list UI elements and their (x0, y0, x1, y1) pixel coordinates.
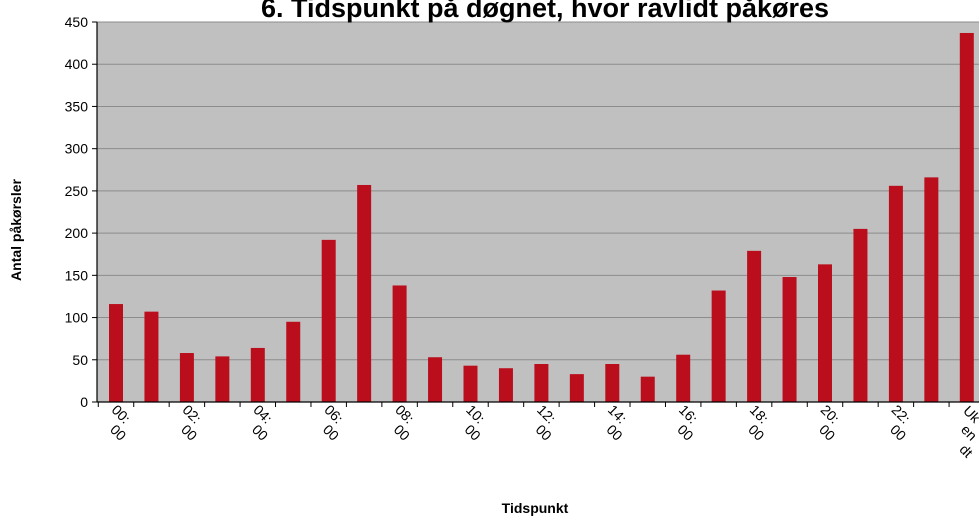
y-tick-label: 400 (65, 56, 89, 72)
y-tick-label: 150 (65, 267, 89, 283)
x-tick-label-02:00: 02:00 (178, 402, 205, 444)
x-tick-label-12:00: 12:00 (533, 402, 560, 444)
bar-15:00 (640, 376, 655, 402)
y-tick-label: 250 (65, 183, 89, 199)
x-tick-label-10:00: 10:00 (462, 402, 489, 444)
bar-17:00 (711, 290, 726, 402)
bar-11:00 (498, 368, 513, 402)
y-tick-label: 50 (72, 352, 88, 368)
x-tick-label-line: 00 (249, 421, 271, 443)
y-tick-label: 0 (80, 394, 88, 410)
x-tick-label-line: 00 (391, 421, 413, 443)
bar-20:00 (818, 264, 832, 402)
bar-14:00 (605, 364, 620, 402)
y-axis-title: Antal påkørsler (8, 178, 24, 280)
bar-08:00 (392, 285, 407, 402)
bar-13:00 (569, 374, 584, 402)
x-tick-label-line: dt (957, 441, 977, 461)
x-tick-label-line: en (958, 421, 979, 443)
bar-02:00 (179, 353, 194, 402)
y-tick-label: 350 (65, 98, 89, 114)
x-tick-label-line: 00 (603, 421, 625, 443)
bar-18:00 (747, 250, 762, 402)
x-tick-label-line: 00 (178, 421, 200, 443)
x-tick-label-04:00: 04:00 (249, 402, 276, 444)
x-tick-label-line: 00 (533, 421, 555, 443)
x-tick-label-06:00: 06:00 (320, 402, 347, 444)
x-tick-label-line: 00 (320, 421, 342, 443)
bar-23:00 (924, 177, 939, 402)
bar-04:00 (250, 347, 265, 402)
bar-05:00 (286, 321, 301, 402)
bar-01:00 (144, 311, 159, 402)
bar-07:00 (357, 184, 372, 402)
x-tick-label-line: 00 (745, 421, 767, 443)
x-axis-title: Tidspunkt (502, 500, 569, 516)
bar-21:00 (853, 228, 868, 402)
x-tick-label-14:00: 14:00 (603, 402, 630, 444)
x-tick-label-00:00: 00:00 (107, 402, 134, 444)
y-tick-label: 450 (65, 14, 89, 30)
bar-06:00 (321, 239, 336, 402)
bar-19:00 (782, 277, 797, 402)
y-tick-label: 200 (65, 225, 89, 241)
bar-16:00 (676, 354, 691, 402)
x-tick-label-line: 00 (816, 421, 838, 443)
x-tick-label-line: 00 (674, 421, 696, 443)
x-tick-label-line: 00 (887, 421, 909, 443)
y-tick-label: 100 (65, 310, 89, 326)
x-tick-label-22:00: 22:00 (887, 402, 914, 444)
plot-area (97, 22, 979, 402)
y-tick-label: 300 (65, 141, 89, 157)
chart-title: 6. Tidspunkt på døgnet, hvor ravlidt påk… (261, 0, 829, 23)
x-tick-label-line: 00 (107, 421, 129, 443)
bar-10:00 (463, 365, 478, 402)
x-tick-label-18:00: 18:00 (745, 402, 772, 444)
bar-00:00 (109, 304, 123, 402)
x-tick-label-20:00: 20:00 (816, 402, 843, 444)
bar-22:00 (888, 185, 903, 402)
bar-12:00 (534, 364, 549, 402)
bar-09:00 (428, 357, 443, 402)
bar-03:00 (215, 356, 230, 402)
x-tick-label-08:00: 08:00 (391, 402, 418, 444)
x-tick-label-line: 00 (462, 421, 484, 443)
x-tick-label-16:00: 16:00 (674, 402, 701, 444)
bar-Ukendt (959, 32, 974, 402)
